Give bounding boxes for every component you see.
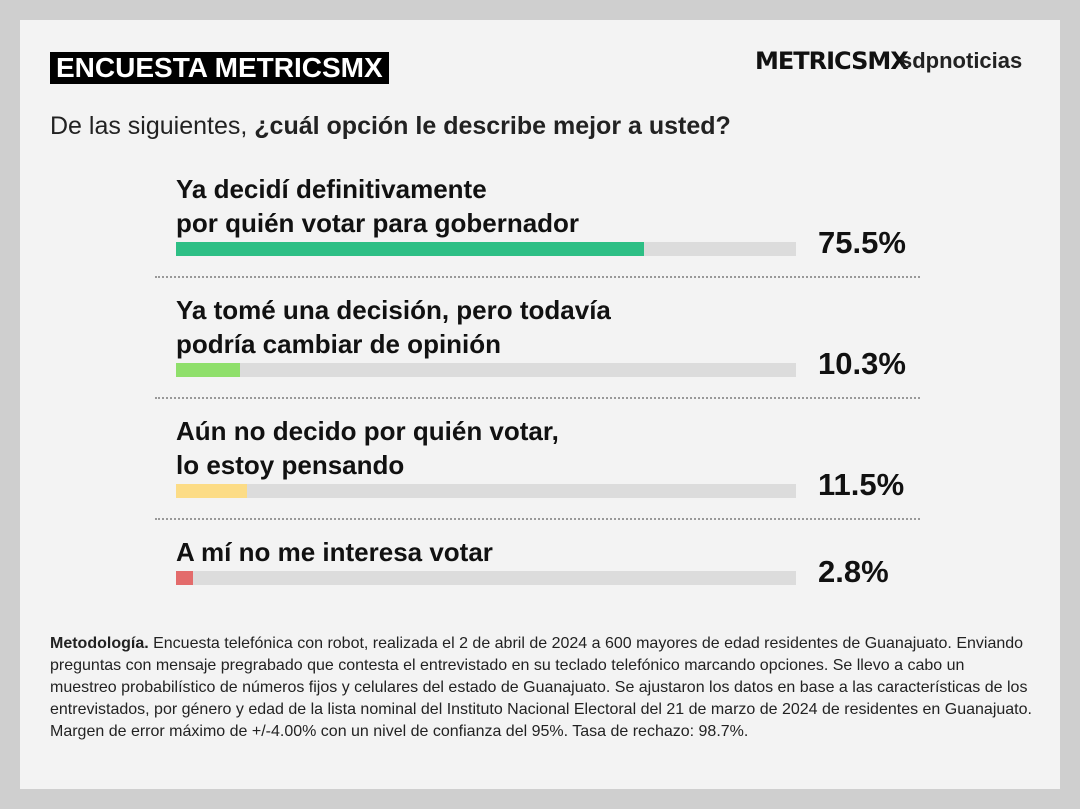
card (20, 20, 1060, 789)
value-label: 11.5% (818, 467, 905, 502)
bar (176, 571, 194, 585)
bar (176, 242, 645, 256)
note-text: Encuesta telefónica con robot, realizada… (50, 635, 1032, 740)
bar (176, 363, 240, 377)
category-label: A mí no me interesa votar (176, 537, 493, 567)
bar (176, 484, 248, 498)
value-label: 10.3% (818, 346, 906, 381)
separator (155, 397, 920, 399)
value-label: 2.8% (818, 554, 889, 589)
bar-track (176, 363, 796, 377)
methodology: Metodología. Encuesta telefónica con rob… (50, 633, 1035, 743)
note-label: Metodología. (50, 635, 149, 652)
value-label: 75.5% (818, 225, 906, 260)
logo: METRICSMX (755, 47, 909, 75)
category-label: Ya decidí definitivamente por quién vota… (176, 174, 580, 238)
question: De las siguientes, ¿cuál opción le descr… (50, 112, 731, 141)
question-emphasis: ¿cuál opción le describe mejor a usted? (254, 112, 731, 140)
question-intro: De las siguientes, (50, 112, 255, 140)
category-label: Ya tomé una decisión, pero todavía podrí… (176, 295, 611, 359)
bar-track (176, 571, 796, 585)
separator (155, 518, 920, 520)
logo: sdpnoticias (900, 48, 1023, 73)
separator (155, 276, 920, 278)
bar-track (176, 484, 796, 498)
title: ENCUESTA METRICSMX (50, 52, 389, 84)
category-label: Aún no decido por quién votar, lo estoy … (176, 416, 559, 480)
